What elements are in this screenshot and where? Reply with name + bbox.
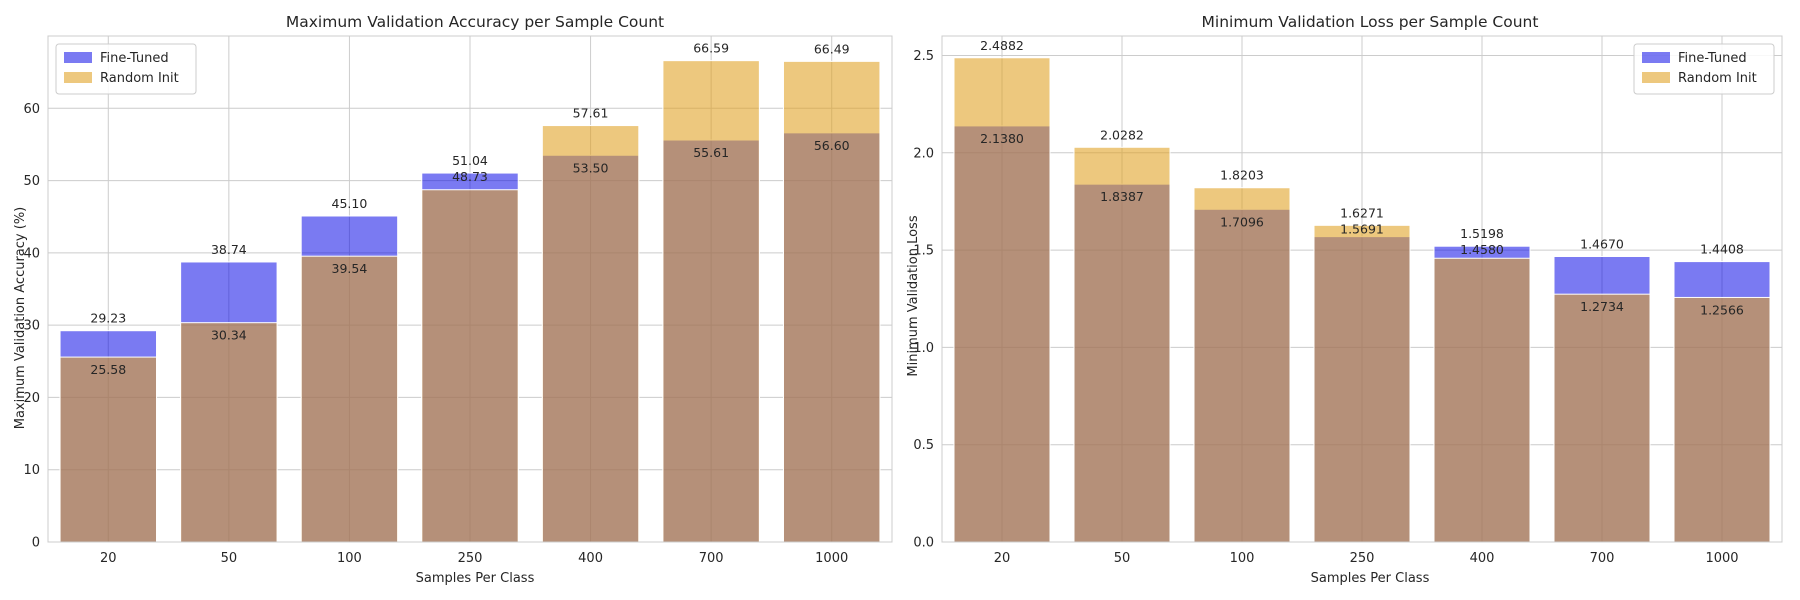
data-label-fine-tuned: 55.61 [693, 145, 729, 160]
y-tick-label: 30 [23, 319, 40, 334]
data-label-random-init: 1.4580 [1460, 242, 1504, 257]
legend-label-fine-tuned: Fine-Tuned [1678, 51, 1747, 66]
random-init-bar-50 [180, 322, 278, 543]
y-tick-label: 1.5 [913, 244, 934, 259]
data-label-fine-tuned: 38.74 [211, 242, 247, 257]
plot-frame [941, 35, 1783, 543]
random-init-bar-20 [59, 356, 158, 543]
random-init-bar-700 [662, 60, 760, 543]
data-label-random-init: 39.54 [332, 261, 368, 276]
data-label-random-init: 57.61 [573, 106, 609, 121]
data-label-fine-tuned: 2.1380 [980, 131, 1024, 146]
loss-plot-area: 0.0 0.5 1.0 1.5 2.0 2.5 2.4882 2.1380 20 2.0282 1.… [913, 35, 1783, 566]
data-label-fine-tuned: 1.4408 [1700, 242, 1744, 257]
random-init-bar-50 [1073, 146, 1171, 543]
data-label-random-init: 48.73 [452, 169, 488, 184]
data-label-fine-tuned: 53.50 [573, 160, 609, 175]
y-tick-label: 0 [32, 536, 40, 551]
chart-title: Minimum Validation Loss per Sample Count [1202, 13, 1539, 31]
data-label-fine-tuned: 1.8387 [1100, 189, 1144, 204]
x-tick-label: 700 [1590, 551, 1615, 566]
random-init-bar-400 [1433, 257, 1531, 543]
legend-swatch-fine-tuned [1642, 52, 1670, 63]
data-label-random-init: 1.2566 [1700, 302, 1744, 317]
x-tick-label: 100 [337, 551, 362, 566]
data-label-fine-tuned: 1.4670 [1580, 236, 1624, 251]
x-tick-label: 20 [994, 551, 1011, 566]
legend-swatch-fine-tuned [64, 52, 92, 63]
x-tick-label: 250 [1350, 551, 1375, 566]
x-tick-label: 1000 [1705, 551, 1738, 566]
data-label-random-init: 1.8203 [1220, 168, 1264, 183]
data-label-random-init: 30.34 [211, 328, 247, 343]
x-tick-label: 250 [458, 551, 483, 566]
chart-loss: Minimum Validation Loss per Sample Count… [906, 13, 1538, 586]
x-axis-label: Samples Per Class [1311, 571, 1430, 586]
data-label-random-init: 66.59 [693, 41, 729, 56]
legend-label-random-init: Random Init [1678, 71, 1757, 86]
random-init-bar-400 [541, 125, 640, 543]
data-label-random-init: 1.6271 [1340, 205, 1384, 220]
legend-label-random-init: Random Init [100, 71, 179, 86]
chart-title: Maximum Validation Accuracy per Sample C… [286, 13, 664, 31]
data-label-fine-tuned: 29.23 [90, 311, 126, 326]
legend-label-fine-tuned: Fine-Tuned [100, 51, 169, 66]
y-tick-label: 0.0 [913, 536, 934, 551]
y-tick-label: 10 [23, 463, 40, 478]
data-label-random-init: 66.49 [814, 41, 850, 56]
data-label-fine-tuned: 1.5691 [1340, 221, 1384, 236]
random-init-bar-100 [1193, 187, 1291, 543]
data-label-fine-tuned: 1.5198 [1460, 226, 1504, 241]
y-tick-label: 20 [23, 391, 40, 406]
data-label-fine-tuned: 45.10 [332, 196, 368, 211]
x-tick-label: 50 [1114, 551, 1131, 566]
random-init-bar-250 [1313, 224, 1411, 543]
data-label-random-init: 2.4882 [980, 38, 1024, 53]
x-tick-label: 50 [221, 551, 238, 566]
y-axis-label: Minimum Validation Loss [906, 215, 921, 376]
legend: Fine-Tuned Random Init [1633, 43, 1775, 95]
y-tick-label: 1.0 [913, 341, 934, 356]
x-tick-label: 400 [1470, 551, 1495, 566]
data-label-random-init: 1.2734 [1580, 299, 1624, 314]
data-label-fine-tuned: 51.04 [452, 153, 488, 168]
data-label-fine-tuned: 1.7096 [1220, 214, 1264, 229]
legend-swatch-random-init [1642, 72, 1670, 83]
random-init-bar-700 [1553, 293, 1651, 543]
random-init-bar-100 [300, 255, 399, 543]
random-init-bar-1000 [782, 60, 881, 543]
y-tick-label: 60 [23, 102, 40, 117]
x-axis-label: Samples Per Class [416, 571, 535, 586]
random-init-bar-250 [421, 189, 519, 543]
y-tick-label: 0.5 [913, 438, 934, 453]
data-label-random-init: 2.0282 [1100, 127, 1144, 142]
random-init-bar-20 [953, 57, 1051, 543]
data-label-fine-tuned: 56.60 [814, 138, 850, 153]
legend-swatch-random-init [64, 72, 92, 83]
x-tick-label: 400 [578, 551, 603, 566]
x-tick-label: 700 [699, 551, 724, 566]
y-axis-label: Maximum Validation Accuracy (%) [13, 207, 28, 430]
x-tick-label: 1000 [815, 551, 848, 566]
y-tick-label: 2.0 [913, 146, 934, 161]
data-label-random-init: 25.58 [90, 362, 126, 377]
legend: Fine-Tuned Random Init [55, 43, 197, 95]
y-tick-label: 40 [23, 246, 40, 261]
accuracy-plot-area: 0 10 20 30 40 50 60 29.23 25.58 20 38.74 30.34 50 45.… [23, 35, 893, 566]
x-tick-label: 100 [1230, 551, 1255, 566]
y-tick-label: 50 [23, 174, 40, 189]
x-tick-label: 20 [100, 551, 117, 566]
plot-frame [47, 35, 893, 543]
y-tick-label: 2.5 [913, 49, 934, 64]
chart-accuracy: Maximum Validation Accuracy per Sample C… [13, 13, 664, 586]
random-init-bar-1000 [1673, 296, 1771, 543]
